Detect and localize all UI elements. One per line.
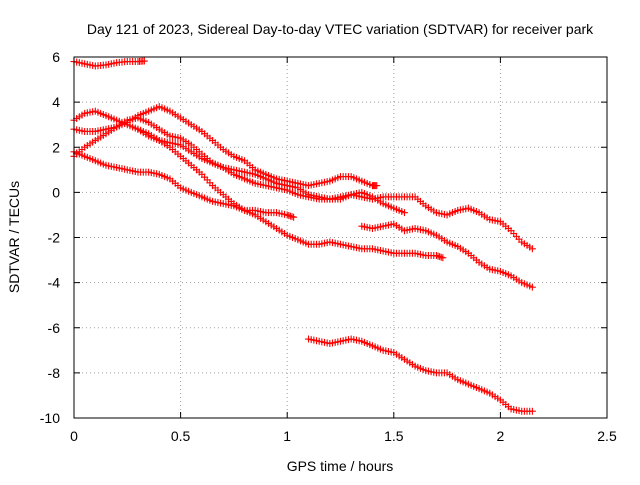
series-track-f — [134, 125, 447, 262]
x-tick-label: 1.5 — [384, 428, 404, 444]
data-point — [528, 245, 536, 253]
y-tick-label: 0 — [52, 184, 60, 200]
series-track-h — [305, 335, 536, 415]
data-points-layer — [70, 57, 536, 415]
y-axis-title: SDTVAR / TECUs — [6, 181, 22, 293]
data-point — [288, 213, 296, 221]
x-tick-label: 1 — [283, 428, 291, 444]
y-tick-label: -6 — [48, 320, 61, 336]
x-tick-label: 2 — [497, 428, 505, 444]
y-tick-label: 2 — [52, 139, 60, 155]
x-tick-label: 0.5 — [171, 428, 191, 444]
data-point — [400, 209, 408, 217]
chart-title: Day 121 of 2023, Sidereal Day-to-day VTE… — [87, 21, 594, 37]
data-point — [140, 57, 148, 65]
data-point — [437, 253, 445, 261]
y-tick-label: 6 — [52, 49, 60, 65]
data-point — [528, 407, 536, 415]
data-point — [285, 212, 293, 220]
y-tick-label: 4 — [52, 94, 60, 110]
data-point — [432, 252, 440, 260]
data-point — [439, 254, 447, 262]
data-point — [434, 252, 442, 260]
series-track-d — [70, 114, 536, 253]
data-point — [283, 211, 291, 219]
data-point — [290, 213, 298, 221]
x-axis-title: GPS time / hours — [287, 458, 394, 474]
y-tick-label: -2 — [48, 230, 61, 246]
y-tick-label: -4 — [48, 275, 61, 291]
series-track-g — [358, 220, 536, 291]
series-track-a — [70, 57, 148, 70]
data-point — [436, 253, 444, 261]
data-point — [528, 283, 536, 291]
y-tick-label: -10 — [40, 410, 60, 426]
grid-layer — [74, 57, 607, 418]
data-point — [286, 212, 294, 220]
y-tick-label: -8 — [48, 365, 61, 381]
tick-layer: 0 0.5 1 1.5 2 2.5 -10 -8 -6 -4 -2 0 2 4 6 — [40, 49, 617, 444]
series-track-e — [70, 148, 298, 221]
x-tick-label: 0 — [70, 428, 78, 444]
data-point — [373, 182, 381, 190]
series-track-c — [70, 103, 381, 190]
x-tick-label: 2.5 — [597, 428, 617, 444]
